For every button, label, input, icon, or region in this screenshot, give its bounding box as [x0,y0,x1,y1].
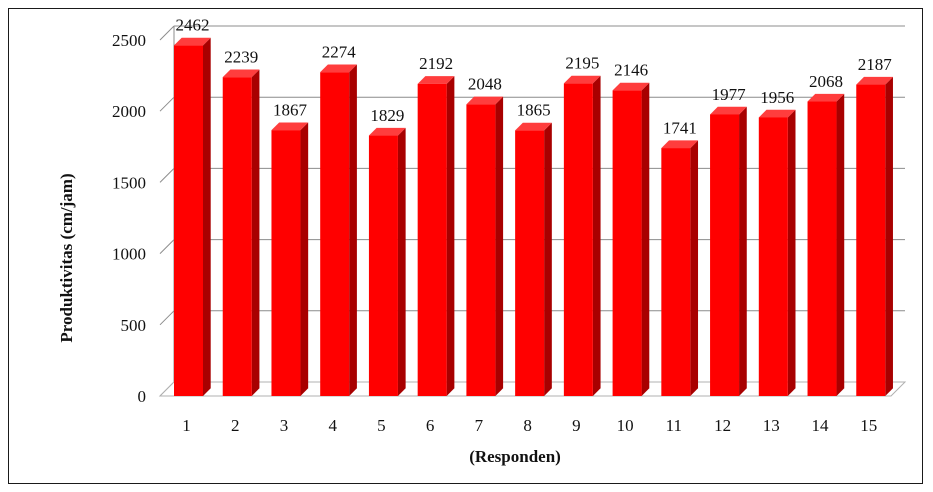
x-axis-ticks: 1 2 3 4 5 6 7 8 9 10 11 12 13 14 15 [182,416,877,435]
bar-side [446,76,455,396]
x-tick-label: 5 [377,416,386,435]
y-tick-label: 0 [138,387,147,406]
data-label: 1977 [712,85,747,104]
x-tick-label: 12 [714,416,731,435]
data-label: 2195 [565,54,599,73]
x-tick-label: 6 [426,416,435,435]
bar-top [758,109,796,118]
bar-side [544,122,552,396]
bar [661,148,691,396]
bar-side [739,106,747,396]
bar-side [203,37,211,396]
data-label: 2274 [322,42,357,61]
x-axis-title: (Responden) [469,447,561,466]
bar-side [836,93,845,396]
bar-top [417,76,455,84]
x-tick-label: 8 [523,416,532,435]
bar [368,135,398,396]
bar-top [466,96,504,105]
gridline-side [159,96,175,112]
bar-top [661,140,699,149]
data-label: 2146 [614,61,648,80]
y-axis-ticks: 0 500 1000 1500 2000 2500 [112,31,146,406]
data-label: 2462 [176,16,210,35]
bar-top [271,122,309,131]
bar [466,104,496,396]
bar [222,77,252,397]
data-label: 1829 [370,106,404,125]
data-labels: 2462 2239 1867 2274 1829 2192 2048 1865 2195 2146… [176,16,893,138]
bar-top [612,82,650,91]
bar-top [856,76,893,85]
x-tick-label: 13 [763,416,780,435]
bar-side [641,82,650,397]
bar [758,117,788,396]
bar [563,83,593,396]
data-label: 2239 [224,47,258,66]
x-tick-label: 10 [617,416,634,435]
bar [271,130,301,396]
bar [174,45,203,397]
bar-side [690,140,699,396]
bar [710,114,740,397]
x-tick-label: 1 [182,416,191,435]
x-tick-label: 2 [231,416,240,435]
bar [856,84,886,396]
bar [612,90,642,396]
gridline-side [159,239,175,254]
bar-side [251,69,260,396]
bar [807,101,837,397]
data-label: 1956 [760,88,794,107]
gridline-side [159,310,175,326]
bar-side [349,64,357,397]
data-label: 2187 [858,55,893,74]
bar-top [710,106,747,115]
bar-side [397,127,406,396]
x-tick-label: 7 [475,416,484,435]
x-tick-label: 15 [860,416,877,435]
x-tick-label: 14 [812,416,830,435]
bar-top [807,93,845,102]
bar [515,130,545,396]
bar-top [222,69,260,78]
bar-side [787,109,796,397]
bar [320,72,350,396]
y-tick-label: 2000 [112,102,146,121]
x-tick-label: 4 [328,416,337,435]
y-tick-label: 1500 [112,173,146,192]
bar-side [495,96,504,397]
bars [174,37,893,397]
data-label: 1741 [663,118,697,137]
bar-side [885,76,893,396]
bar-top [368,127,406,136]
bar [417,83,447,397]
x-tick-label: 9 [572,416,581,435]
y-axis-title: Produktivitas (cm/jam) [57,173,76,342]
bar-top [563,75,601,84]
bar-side [300,122,309,396]
y-tick-label: 1000 [112,245,146,264]
data-label: 1865 [517,101,551,120]
y-tick-label: 2500 [112,31,146,50]
bar-side [592,75,601,397]
y-tick-label: 500 [121,316,147,335]
data-label: 2068 [809,72,843,91]
data-label: 2192 [419,54,453,73]
bar-top [320,64,357,73]
x-tick-label: 11 [666,416,682,435]
data-label: 2048 [468,75,502,94]
data-label: 1867 [273,100,308,119]
bar-top [515,122,552,131]
gridline-side [159,168,175,183]
x-tick-label: 3 [280,416,289,435]
gridline-side [159,25,175,41]
bar-top [174,37,211,46]
